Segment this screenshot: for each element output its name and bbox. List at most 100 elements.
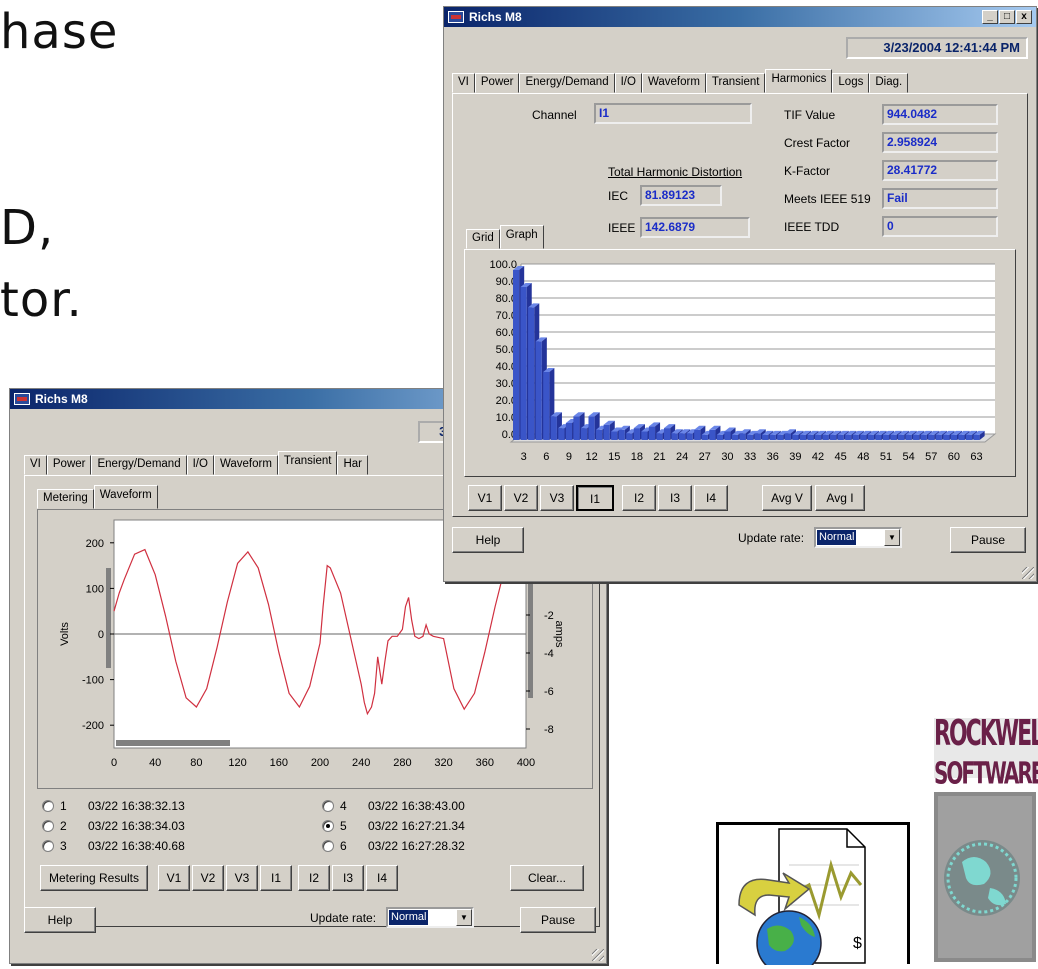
chevron-down-icon[interactable]: ▼	[456, 909, 472, 926]
y2-tick-label: -8	[544, 724, 554, 736]
x-tick-label: 30	[721, 451, 733, 463]
tab-graph[interactable]: Graph	[499, 225, 544, 249]
y-tick-label: 80.0	[496, 293, 517, 305]
meter-app-icon	[14, 393, 30, 405]
bar-h25	[686, 433, 693, 440]
tab-power[interactable]: Power	[46, 455, 92, 475]
resize-grip-icon[interactable]	[1022, 567, 1034, 579]
y-tick-label: 90.0	[496, 276, 517, 288]
bar-h5	[535, 341, 542, 440]
tab-waveform[interactable]: Waveform	[213, 455, 278, 475]
bar-h14	[603, 424, 610, 440]
tab-energy-demand[interactable]: Energy/Demand	[519, 73, 615, 93]
channel-button-i4[interactable]: I4	[694, 485, 728, 511]
bar-h54	[905, 434, 912, 440]
dollar-symbol: $	[853, 935, 862, 952]
bar-top	[573, 412, 585, 417]
tab-panel	[452, 93, 1028, 517]
tab-diag[interactable]: Diag.	[869, 73, 909, 93]
help-button[interactable]: Help	[24, 907, 96, 933]
x-tick-label: 60	[948, 451, 960, 463]
bar-h17	[626, 433, 633, 440]
channel-button-v1[interactable]: V1	[158, 865, 190, 891]
clear-button[interactable]: Clear...	[510, 865, 584, 891]
tab-i-o[interactable]: I/O	[186, 455, 214, 475]
channel-button-v2[interactable]: V2	[504, 485, 538, 511]
chevron-down-icon[interactable]: ▼	[884, 529, 900, 546]
bar-top	[550, 412, 562, 417]
tab-transient[interactable]: Transient	[705, 73, 766, 93]
channel-button-i2[interactable]: I2	[622, 485, 656, 511]
x-tick-label: 45	[835, 451, 847, 463]
tab-i-o[interactable]: I/O	[614, 73, 642, 93]
help-button[interactable]: Help	[452, 527, 524, 553]
avg-i-button[interactable]: Avg I	[815, 485, 865, 511]
channel-button-i4[interactable]: I4	[366, 865, 398, 891]
bar-h51	[882, 434, 890, 440]
x-tick-label: 120	[228, 757, 246, 769]
maximize-icon[interactable]: □	[999, 10, 1015, 24]
avg-v-button[interactable]: Avg V	[762, 485, 812, 511]
tab-power[interactable]: Power	[474, 73, 520, 93]
event-timestamp: 03/22 16:38:43.00	[368, 799, 465, 813]
main-tabs: VI Power Energy/Demand I/O Waveform Transient…	[452, 69, 909, 93]
bar-h53	[897, 434, 905, 440]
update-rate-select[interactable]: Normal ▼	[814, 527, 902, 548]
harmonics-chart: 100.0 90.0 80.0 70.0 60.0 50.0 40.0 30.0 20.0 10.…	[464, 249, 1016, 477]
bar-h24	[679, 433, 686, 440]
tab-logs[interactable]: Logs	[832, 73, 870, 93]
metering-results-button[interactable]: Metering Results	[40, 865, 148, 891]
title-bar[interactable]: Richs M8 _ □ x	[444, 7, 1036, 27]
waveform-series-line	[113, 542, 527, 716]
close-icon[interactable]: x	[1016, 10, 1032, 24]
event-radio-6[interactable]	[322, 840, 334, 852]
resize-grip-icon[interactable]	[592, 949, 604, 961]
event-radio-3[interactable]	[42, 840, 54, 852]
bar-top	[973, 430, 985, 435]
bar-h13	[596, 429, 603, 440]
tab-vi[interactable]: VI	[24, 455, 47, 475]
channel-button-v2[interactable]: V2	[192, 865, 224, 891]
update-rate-select[interactable]: Normal ▼	[386, 907, 474, 928]
ieee-tdd-value: 0	[882, 216, 998, 237]
tab-vi[interactable]: VI	[452, 73, 475, 93]
bar-h47	[852, 434, 859, 440]
event-radio-2[interactable]	[42, 820, 54, 832]
y-tick-label: 20.0	[496, 395, 517, 407]
channel-button-i1[interactable]: I1	[576, 485, 614, 511]
x-tick-label: 33	[744, 451, 756, 463]
bar-top	[603, 420, 615, 425]
y-axis-label: Volts	[59, 622, 71, 646]
channel-button-v3[interactable]: V3	[540, 485, 574, 511]
bar-h23	[671, 433, 678, 440]
minimize-icon[interactable]: _	[982, 10, 998, 24]
event-radio-5[interactable]	[322, 820, 334, 832]
tab-energy-demand[interactable]: Energy/Demand	[91, 455, 187, 475]
update-rate-label: Update rate:	[310, 911, 377, 925]
tab-harmonics[interactable]: Harmonics	[765, 69, 833, 93]
channel-button-v1[interactable]: V1	[468, 485, 502, 511]
bar-top	[799, 430, 812, 435]
tab-waveform[interactable]: Waveform	[641, 73, 706, 93]
event-radio-1[interactable]	[42, 800, 54, 812]
tab-grid[interactable]: Grid	[466, 229, 500, 249]
bar-top	[618, 425, 630, 430]
tab-har[interactable]: Har	[337, 455, 368, 475]
k-factor-value: 28.41772	[882, 160, 998, 181]
channel-button-i2[interactable]: I2	[298, 865, 330, 891]
tab-metering[interactable]: Metering	[37, 489, 94, 509]
event-radio-4[interactable]	[322, 800, 334, 812]
bar-top	[928, 430, 940, 435]
event-number: 4	[340, 799, 347, 813]
tab-transient[interactable]: Transient	[277, 451, 338, 475]
channel-button-i3[interactable]: I3	[332, 865, 364, 891]
bar-top	[588, 412, 600, 417]
pause-button[interactable]: Pause	[950, 527, 1026, 553]
rockwell-logo-text: ROCKWELL SOFTWARE	[934, 717, 1038, 788]
channel-button-i1[interactable]: I1	[260, 865, 292, 891]
bar-top	[822, 430, 834, 435]
channel-button-v3[interactable]: V3	[226, 865, 258, 891]
pause-button[interactable]: Pause	[520, 907, 596, 933]
tab-waveform[interactable]: Waveform	[93, 485, 158, 509]
channel-button-i3[interactable]: I3	[658, 485, 692, 511]
